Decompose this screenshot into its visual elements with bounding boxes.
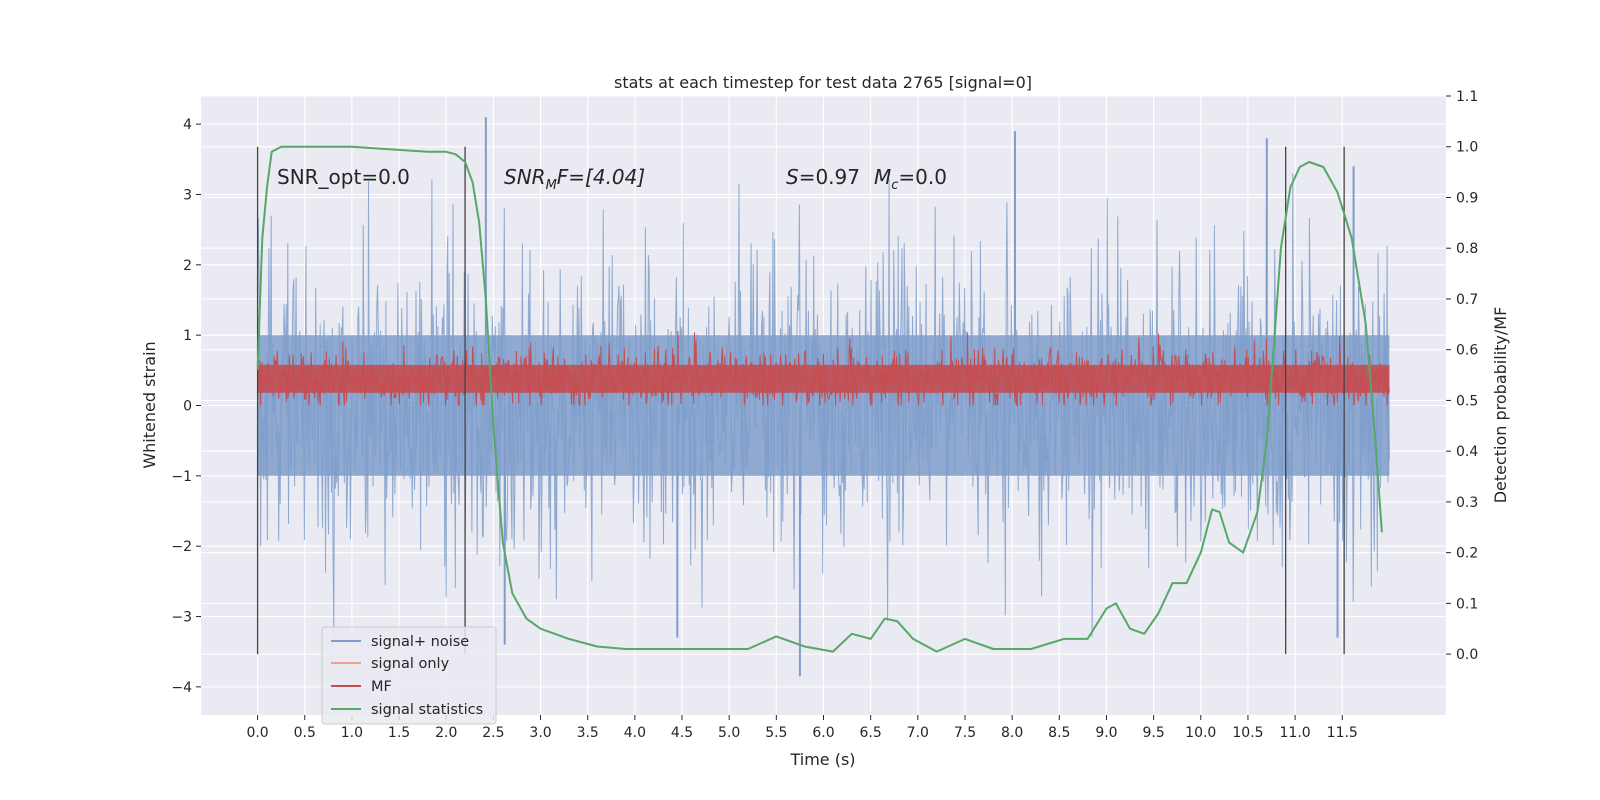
- mf-series: [257, 330, 1390, 406]
- x-tick-label: 8.0: [1001, 725, 1023, 741]
- y-right-tick-label: 0.7: [1456, 292, 1478, 308]
- annotation-snr-opt: SNR_opt=0.0: [277, 165, 410, 189]
- y-right-tick-label: 1.0: [1456, 140, 1478, 156]
- vertical-markers: [256, 146, 1345, 655]
- x-tick-label: 9.0: [1095, 725, 1117, 741]
- y-tick-label: −3: [171, 610, 192, 626]
- legend: signal+ noise signal only MF signal stat…: [321, 626, 497, 725]
- y-right-tick-label: 0.9: [1456, 190, 1478, 206]
- x-tick-label: 2.0: [435, 725, 457, 741]
- y-axis-right-ticks: 0.0 0.1 0.2 0.3 0.4 0.5 0.6 0.7 0.8 0.9 1.0 1.1: [1446, 89, 1478, 663]
- mf-line: [257, 330, 1390, 406]
- y-tick-label: 4: [183, 117, 192, 133]
- x-tick-label: 5.0: [718, 725, 740, 741]
- annotation-snr-mf-base: SNR: [504, 165, 546, 189]
- annotation-mc-value: =0.0: [898, 165, 947, 189]
- annotation-mc-label: M: [874, 165, 891, 189]
- y-tick-label: 3: [183, 187, 192, 203]
- y-axis-ticks: −4 −3 −2 −1 0 1 2 3 4: [171, 117, 201, 696]
- y-right-tick-label: 0.2: [1456, 546, 1478, 562]
- x-tick-label: 5.5: [765, 725, 787, 741]
- x-tick-label: 0.0: [246, 725, 268, 741]
- x-tick-label: 10.0: [1185, 725, 1216, 741]
- x-tick-label: 11.0: [1280, 725, 1311, 741]
- y-tick-label: −4: [171, 680, 192, 696]
- x-tick-label: 3.5: [577, 725, 599, 741]
- y-tick-label: 2: [183, 258, 192, 274]
- annotation-s-value: =0.97: [799, 165, 860, 189]
- signal-statistics-series: [256, 145, 1383, 653]
- y-tick-label: −2: [171, 539, 192, 555]
- x-tick-label: 2.5: [482, 725, 504, 741]
- y-right-tick-label: 0.5: [1456, 393, 1478, 409]
- x-tick-label: 7.0: [907, 725, 929, 741]
- y-right-tick-label: 0.8: [1456, 241, 1478, 257]
- annotation-snr-mf-rest: F=[4.04]: [557, 165, 645, 189]
- legend-label-signal-statistics: signal statistics: [371, 702, 483, 718]
- y-axis-right-label: Detection probability/MF: [1491, 307, 1510, 504]
- y-right-tick-label: 0.4: [1456, 444, 1478, 460]
- y-right-tick-label: 0.6: [1456, 343, 1478, 359]
- x-tick-label: 7.5: [954, 725, 976, 741]
- y-tick-label: 1: [183, 328, 192, 344]
- x-tick-label: 8.5: [1048, 725, 1070, 741]
- x-tick-label: 10.5: [1232, 725, 1263, 741]
- x-axis-label: Time (s): [789, 750, 855, 769]
- x-tick-label: 6.5: [860, 725, 882, 741]
- annotation-snr-mf: SNRMF=[4.04]: [504, 165, 645, 193]
- annotation-s-label: S: [786, 165, 799, 189]
- y-right-tick-label: 0.1: [1456, 596, 1478, 612]
- annotation-mc-sub: c: [891, 178, 898, 193]
- signal-statistics-line: [256, 145, 1383, 653]
- annotation-s-mc: S=0.97 Mc=0.0: [786, 165, 947, 193]
- x-tick-label: 0.5: [294, 725, 316, 741]
- x-tick-label: 11.5: [1327, 725, 1358, 741]
- y-right-tick-label: 0.0: [1456, 647, 1478, 663]
- x-tick-label: 6.0: [812, 725, 834, 741]
- y-axis-label: Whitened strain: [140, 341, 159, 468]
- y-tick-label: 0: [183, 399, 192, 415]
- x-axis-ticks: 0.0 0.5 1.0 1.5 2.0 2.5 3.0 3.5 4.0 4.5 5.0 5.5 6.0 6…: [246, 715, 1358, 741]
- x-tick-label: 4.5: [671, 725, 693, 741]
- y-right-tick-label: 1.1: [1456, 89, 1478, 105]
- legend-label-signal-noise: signal+ noise: [371, 634, 469, 650]
- x-tick-label: 3.0: [529, 725, 551, 741]
- y-right-tick-label: 0.3: [1456, 495, 1478, 511]
- x-tick-label: 1.0: [341, 725, 363, 741]
- legend-label-signal-only: signal only: [371, 656, 450, 672]
- x-tick-label: 9.5: [1142, 725, 1164, 741]
- x-tick-label: 4.0: [624, 725, 646, 741]
- legend-box: [321, 626, 497, 725]
- y-tick-label: −1: [171, 469, 192, 485]
- legend-label-mf: MF: [371, 679, 392, 695]
- annotation-snr-mf-sub: M: [546, 178, 557, 193]
- chart-title: stats at each timestep for test data 276…: [614, 73, 1032, 92]
- x-tick-label: 1.5: [388, 725, 410, 741]
